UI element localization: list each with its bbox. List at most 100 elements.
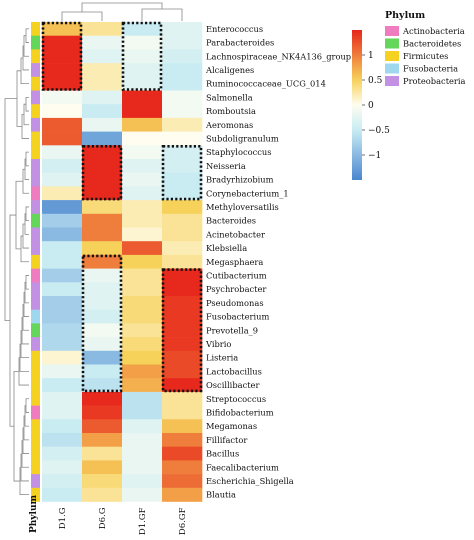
phylum-cell — [31, 378, 40, 393]
heatmap-cell — [162, 433, 203, 447]
heatmap-cell — [122, 49, 163, 64]
heatmap-cell — [42, 104, 83, 119]
heatmap-cell — [122, 186, 163, 201]
phylum-cell — [31, 200, 40, 215]
phylum-cell — [31, 227, 40, 242]
phylum-cell — [31, 186, 40, 201]
heatmap-cell — [162, 323, 203, 338]
legend-title: Phylum — [385, 10, 425, 21]
heatmap-cell — [162, 405, 203, 420]
heatmap-cell — [82, 364, 123, 379]
heatmap-cell — [82, 350, 123, 365]
heatmap-cell — [122, 296, 163, 310]
heatmap-cell — [122, 474, 163, 489]
dendrogram-branch — [9, 214, 16, 427]
phylum-cell — [31, 241, 40, 256]
column-label: D1.G — [58, 507, 68, 529]
phylum-cell — [31, 391, 40, 406]
heatmap-cell — [162, 131, 203, 146]
legend-label: Bacteroidetes — [403, 39, 461, 49]
heatmap-cell — [122, 241, 163, 256]
dendrogram-branch — [81, 2, 163, 12]
heatmap-cell — [82, 241, 123, 256]
heatmap-cell — [162, 268, 203, 283]
dendrogram-branch — [22, 223, 29, 249]
heatmap-cell — [162, 254, 203, 269]
row-label: Escherichia_Shigella — [206, 476, 294, 487]
heatmap-cell — [122, 433, 163, 447]
heatmap-cell — [122, 200, 163, 215]
dendrogram-branch — [13, 371, 20, 482]
heatmap-cell — [122, 76, 163, 91]
dendrogram-branch — [25, 28, 29, 43]
heatmap-cell — [122, 90, 163, 105]
heatmap-cell — [162, 22, 203, 36]
heatmap-cell — [82, 159, 123, 173]
phylum-cell — [31, 296, 40, 310]
legend-swatch — [385, 63, 399, 74]
phylum-cell — [31, 460, 40, 475]
heatmap-cell — [42, 49, 83, 64]
row-label: Megamonas — [206, 421, 257, 431]
heatmap-cell — [82, 254, 123, 269]
heatmap-cell — [42, 159, 83, 173]
heatmap-cell — [162, 419, 203, 434]
color-scale-label: −0.5 — [368, 126, 390, 136]
legend-label: Proteobacteria — [403, 76, 466, 86]
heatmap-cell — [162, 35, 203, 50]
row-label: Enterococcus — [206, 24, 263, 34]
heatmap-cell — [122, 323, 163, 338]
phylum-cell — [31, 90, 40, 105]
heatmap-cell — [82, 419, 123, 434]
heatmap-cell — [82, 200, 123, 215]
phylum-cell — [31, 419, 40, 434]
legend-swatch — [385, 26, 399, 36]
phylum-annotation-strip — [31, 22, 40, 502]
row-labels: Enterococcus Parabacteroides Lachnospirace… — [205, 24, 351, 500]
heatmap-cell — [162, 159, 203, 173]
row-label: Vibrio — [205, 339, 231, 349]
heatmap-cell — [42, 186, 83, 201]
phylum-cell — [31, 487, 40, 502]
row-label: Lachnospiraceae_NK4A136_group — [206, 51, 351, 62]
heatmap-cell — [42, 487, 83, 502]
heatmap-cell — [42, 405, 83, 420]
heatmap-cell — [82, 268, 123, 283]
dendrogram-branch — [61, 11, 103, 21]
heatmap-cell — [122, 227, 163, 242]
heatmap-cell — [122, 63, 163, 78]
dendrogram-branch — [25, 398, 29, 413]
row-label: Aeromonas — [205, 120, 253, 130]
heatmap-cell — [122, 145, 163, 160]
row-label: Streptococcus — [206, 394, 266, 404]
heatmap-cell — [42, 254, 83, 269]
heatmap-cell — [162, 213, 203, 228]
heatmap-cell — [162, 474, 203, 489]
phylum-annotation-label: Phylum — [29, 495, 39, 534]
heatmap-cell — [42, 241, 83, 256]
row-label: Oscillibacter — [206, 380, 259, 390]
heatmap-cell — [82, 474, 123, 489]
row-label: Psychrobacter — [206, 284, 266, 294]
phylum-cell — [31, 159, 40, 173]
heatmap-cell — [122, 460, 163, 475]
heatmap-cell — [82, 76, 123, 91]
heatmap-cell — [162, 241, 203, 256]
phylum-cell — [31, 63, 40, 78]
color-scale-gradient — [352, 30, 362, 180]
heatmap-cell — [82, 405, 123, 420]
highlight-box — [121, 21, 163, 91]
dendrogram-branch — [23, 35, 29, 57]
heatmap-cell — [82, 63, 123, 78]
row-label: Staphylococcus — [206, 147, 272, 157]
dendrogram-branch — [25, 151, 29, 167]
heatmap-cell — [162, 309, 203, 324]
row-label: Methyloversatilis — [206, 202, 279, 212]
heatmap-cell — [42, 145, 83, 160]
highlight-box — [81, 254, 123, 393]
heatmap-cell — [122, 419, 163, 434]
phylum-cell — [31, 35, 40, 50]
column-label: D1.GF — [138, 507, 148, 535]
heatmap-cell — [42, 419, 83, 434]
heatmap-cell — [42, 227, 83, 242]
